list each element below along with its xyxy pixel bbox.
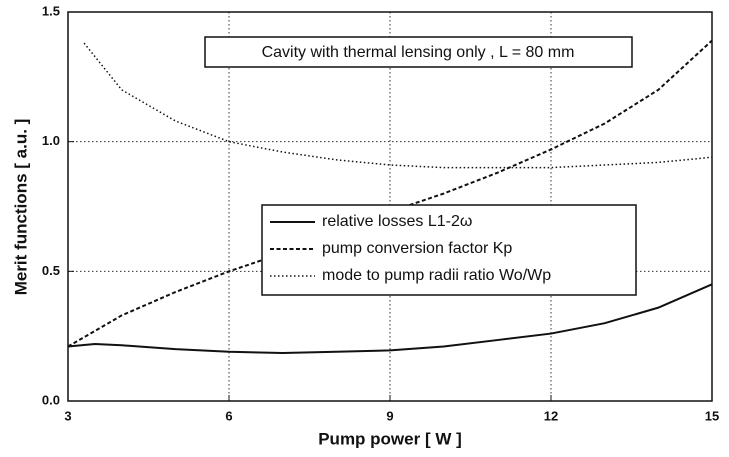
plot-frame [67, 11, 713, 402]
y-tick-label: 0.0 [42, 392, 60, 407]
annotation-box [204, 36, 633, 68]
annotation: Cavity with thermal lensing only , L = 8… [262, 44, 575, 61]
legend-label: pump conversion factor Kp [322, 240, 512, 257]
x-tick-label: 6 [225, 408, 232, 423]
x-axis-label: Pump power [ W ] [318, 429, 462, 448]
y-tick-label: 1.0 [42, 133, 60, 148]
legend-label: relative losses L1-2ω [322, 213, 472, 230]
legend-label: mode to pump radii ratio Wo/Wp [322, 267, 551, 284]
y-tick-label: 0.5 [42, 263, 60, 278]
y-tick-label: 1.5 [42, 3, 60, 18]
series-line [83, 42, 713, 169]
y-axis-label: Merit functions [ a.u. ] [11, 119, 30, 296]
x-tick-label: 9 [386, 408, 393, 423]
series-line [67, 283, 713, 355]
legend-box [261, 204, 637, 296]
x-tick-label: 3 [64, 408, 71, 423]
x-tick-label: 15 [705, 408, 719, 423]
x-tick-label: 12 [544, 408, 558, 423]
series-line [67, 39, 713, 348]
